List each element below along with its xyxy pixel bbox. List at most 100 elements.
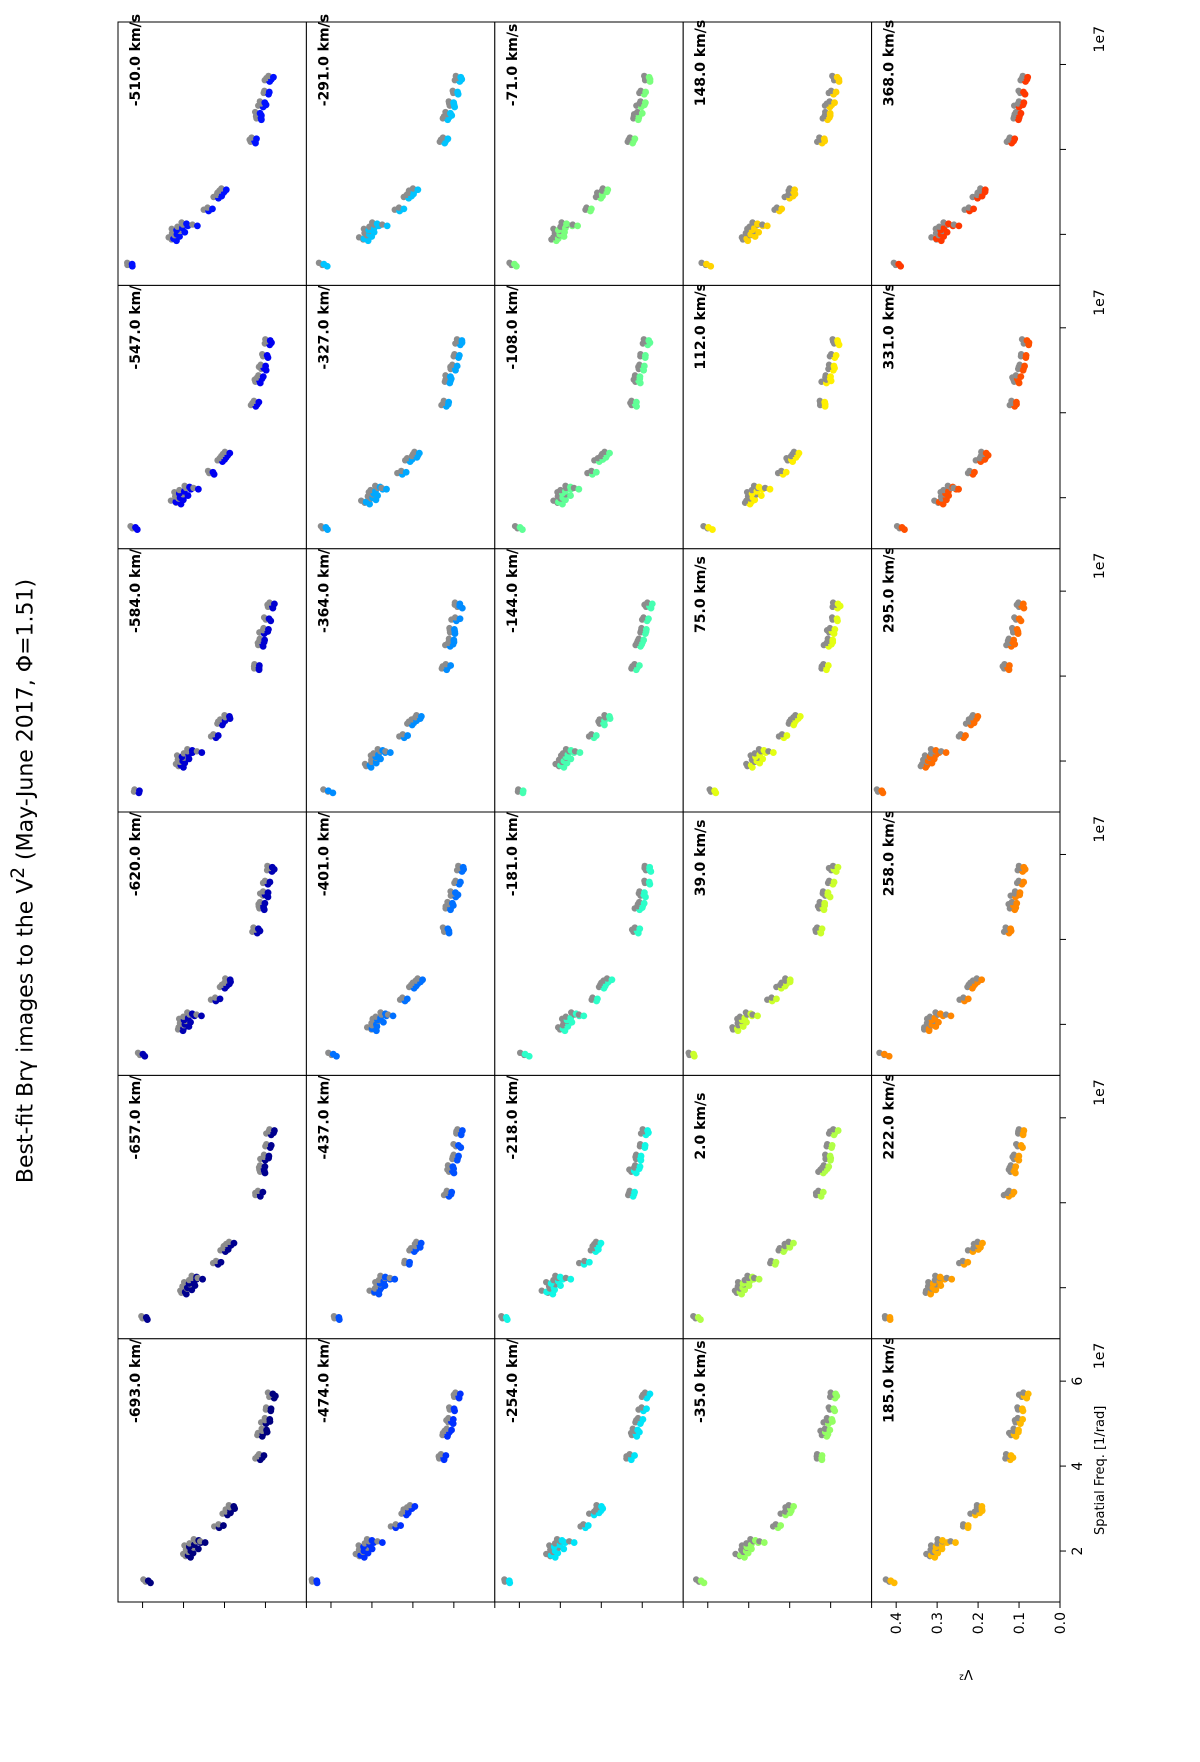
data-point — [886, 1314, 894, 1321]
data-point — [636, 1163, 644, 1171]
data-point — [263, 352, 271, 359]
data-point — [790, 1503, 798, 1510]
data-point — [640, 636, 648, 644]
x-multiplier-label: 1e7 — [1092, 553, 1108, 579]
data-point — [444, 135, 452, 143]
panel-velocity-label: -510.0 km/s — [128, 14, 144, 106]
data-point — [633, 398, 640, 406]
data-point — [636, 373, 644, 381]
data-point — [639, 1415, 647, 1423]
data-point — [796, 713, 804, 720]
data-point — [576, 749, 584, 756]
panel-frame — [682, 548, 873, 813]
data-point — [895, 260, 903, 268]
data-point — [1012, 1163, 1020, 1171]
data-point — [947, 1012, 955, 1020]
panel-frame — [871, 21, 1061, 286]
panel-frame — [305, 1338, 496, 1603]
data-point — [981, 186, 989, 194]
data-point — [261, 899, 269, 907]
x-multiplier-label: 1e7 — [1092, 816, 1108, 842]
data-point — [449, 1415, 457, 1423]
data-point — [261, 636, 269, 644]
panel-frame — [494, 548, 684, 813]
data-point — [1020, 99, 1028, 107]
x-tick-label: 2 — [1070, 1547, 1086, 1556]
data-point — [271, 600, 278, 608]
data-point — [645, 337, 653, 344]
data-point — [265, 615, 273, 623]
data-point — [335, 1314, 343, 1321]
data-point — [948, 1275, 956, 1283]
data-point — [419, 976, 426, 984]
data-point — [362, 498, 370, 506]
data-point — [1010, 1188, 1018, 1196]
data-point — [1021, 362, 1029, 370]
data-point — [259, 373, 267, 381]
data-point — [132, 524, 139, 531]
data-point — [447, 109, 454, 117]
data-point — [406, 1258, 413, 1266]
panel-frame — [494, 284, 684, 550]
data-point — [183, 220, 190, 228]
data-point — [585, 1258, 593, 1266]
panel-velocity-label: -401.0 km/s — [316, 804, 332, 896]
data-point — [457, 73, 465, 81]
data-point — [556, 1273, 564, 1281]
panel-frame — [682, 284, 873, 550]
data-point — [268, 863, 276, 871]
data-point — [265, 88, 273, 96]
data-point — [587, 205, 595, 213]
data-point — [386, 749, 394, 756]
data-point — [195, 1545, 202, 1553]
data-point — [217, 1258, 225, 1266]
data-point — [755, 1275, 763, 1283]
data-point — [829, 636, 837, 644]
data-point — [459, 863, 467, 871]
panel-frame — [117, 1074, 307, 1340]
data-point — [450, 625, 458, 633]
data-point — [255, 662, 263, 669]
panel-frame — [494, 1338, 684, 1603]
data-point — [417, 1239, 425, 1247]
data-point — [962, 732, 969, 739]
data-point — [415, 449, 423, 457]
data-point — [1024, 1390, 1032, 1398]
x-multiplier-label: 1e7 — [1092, 1079, 1108, 1105]
panel-velocity-label: -71.0 km/s — [505, 24, 521, 107]
data-point — [521, 1050, 529, 1058]
data-point — [831, 625, 839, 633]
data-point — [445, 398, 453, 406]
data-point — [818, 1452, 826, 1459]
panel-velocity-label: 258.0 km/s — [882, 810, 898, 897]
data-point — [640, 899, 648, 907]
panel-velocity-label: 39.0 km/s — [693, 820, 709, 897]
data-point — [456, 1390, 464, 1398]
data-point — [644, 1127, 652, 1134]
data-point — [942, 749, 950, 756]
data-point — [567, 1275, 575, 1283]
panel-frame — [117, 284, 307, 550]
data-point — [878, 787, 886, 795]
data-point — [833, 73, 841, 81]
data-point — [880, 1050, 888, 1058]
data-point — [978, 1503, 986, 1510]
data-point — [964, 1522, 972, 1529]
data-point — [261, 1163, 269, 1171]
data-point — [373, 220, 381, 228]
panel-frame — [305, 1074, 496, 1340]
data-point — [832, 1390, 840, 1398]
data-point — [226, 449, 234, 457]
data-point — [978, 976, 986, 984]
data-point — [760, 1539, 768, 1546]
data-point — [834, 337, 841, 344]
data-point — [1017, 1142, 1025, 1149]
data-point — [222, 186, 230, 194]
data-point — [1023, 337, 1031, 344]
data-point — [1020, 863, 1028, 871]
panel-velocity-label: -144.0 km/s — [505, 541, 521, 633]
data-point — [313, 1577, 321, 1585]
data-point — [826, 109, 834, 117]
data-point — [1013, 899, 1021, 907]
data-point — [324, 787, 332, 795]
